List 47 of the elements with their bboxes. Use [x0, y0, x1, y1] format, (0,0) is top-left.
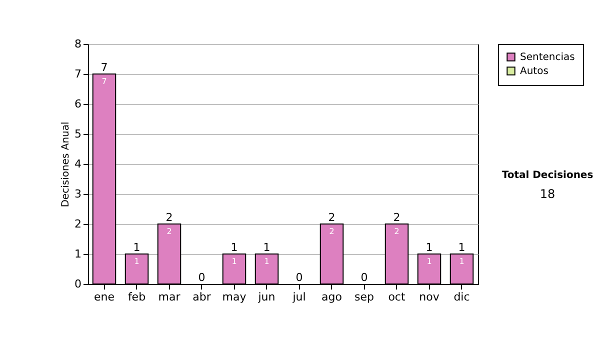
total-label: 1 [426, 241, 433, 254]
x-tick-label: ago [322, 290, 342, 304]
total-label: 1 [458, 241, 466, 254]
x-tick-label: ene [94, 290, 115, 304]
text: Total Decisiones [500, 170, 594, 181]
x-tick-label: dic [454, 290, 470, 304]
data-label: 1 [459, 257, 464, 266]
data-label: 1 [232, 257, 237, 266]
total-label: 1 [133, 241, 140, 254]
y-axis-title: Decisiones Anual [60, 122, 72, 208]
data-label: 2 [166, 227, 172, 236]
total-label: 1 [263, 241, 270, 254]
total-label: 7 [100, 61, 108, 74]
total-label: 2 [328, 211, 336, 224]
data-label: 1 [134, 257, 140, 266]
total-label: 0 [198, 271, 206, 284]
legend-label: Autos [520, 66, 548, 77]
data-label: 7 [102, 77, 107, 86]
y-tick-label: 4 [74, 158, 82, 170]
data-label: 1 [426, 257, 432, 266]
data-label: 1 [264, 257, 270, 266]
data-label: 2 [329, 227, 334, 236]
y-tick-label: 6 [74, 98, 82, 110]
y-tick-label: 8 [74, 38, 82, 50]
total-label: 1 [230, 241, 238, 254]
x-tick-label: jun [257, 290, 276, 304]
total-label: 2 [166, 211, 173, 224]
data-label: 2 [394, 227, 400, 236]
x-tick-label: feb [128, 290, 146, 304]
text: 18 [538, 187, 556, 201]
y-tick-label: 1 [74, 248, 82, 260]
y-tick-label: 2 [74, 218, 82, 230]
x-tick-label: sep [354, 290, 374, 304]
x-tick-label: mar [158, 290, 181, 304]
total-label: 2 [393, 211, 400, 224]
total-label: 0 [296, 271, 303, 284]
x-tick-label: jul [292, 290, 306, 304]
legend-label: Sentencias [520, 52, 575, 63]
y-tick-label: 0 [74, 278, 82, 290]
x-tick-label: oct [388, 290, 406, 304]
total-label: 0 [360, 271, 368, 284]
y-tick-label: 5 [74, 128, 82, 140]
y-tick-label: 7 [74, 68, 82, 80]
x-tick-label: nov [419, 290, 440, 304]
x-tick-label: abr [192, 290, 212, 304]
x-tick-label: may [222, 290, 247, 304]
y-tick-label: 3 [74, 188, 82, 200]
